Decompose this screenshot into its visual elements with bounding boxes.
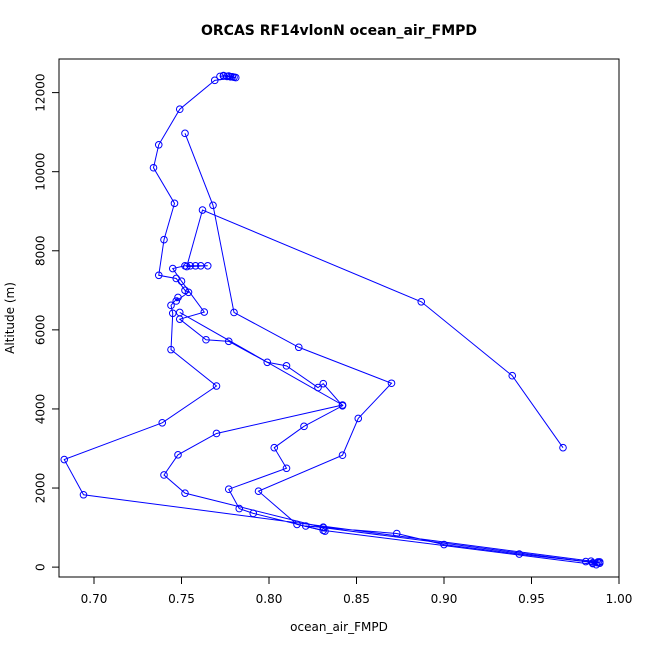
- data-point: [212, 429, 221, 438]
- data-point: [184, 288, 193, 297]
- data-point: [79, 490, 88, 499]
- data-point: [170, 199, 179, 208]
- data-point: [440, 540, 448, 549]
- data-point: [249, 509, 258, 518]
- data-point: [588, 558, 597, 567]
- y-tick-label: 6000: [34, 315, 48, 346]
- data-point: [154, 271, 163, 280]
- data-point: [300, 422, 308, 431]
- data-point: [182, 262, 191, 271]
- data-point: [203, 262, 212, 270]
- x-axis-label: ocean_air_FMPD: [290, 620, 388, 634]
- data-point: [60, 455, 69, 464]
- x-axis: 0.70 0.75 0.80 0.85 0.90 0.95 1.00: [81, 576, 633, 606]
- chart-title: ORCAS RF14vlonN ocean_air_FMPD: [201, 23, 477, 39]
- data-point: [172, 297, 181, 305]
- data-point: [175, 105, 184, 114]
- data-point: [154, 141, 163, 149]
- data-point: [270, 443, 279, 452]
- data-point: [235, 504, 244, 513]
- x-tick-label: 0.95: [518, 592, 545, 606]
- x-tick-label: 0.90: [431, 592, 458, 606]
- data-point: [319, 523, 328, 532]
- x-tick-label: 0.85: [343, 592, 370, 606]
- y-tick-label: 0: [34, 563, 48, 571]
- data-point: [387, 379, 396, 388]
- data-point: [198, 206, 207, 214]
- data-point: [181, 489, 189, 497]
- series-points: [60, 71, 604, 569]
- y-axis-label: Altitude (m): [3, 282, 17, 354]
- data-point: [224, 485, 233, 494]
- data-point: [231, 73, 240, 82]
- data-point: [559, 443, 567, 452]
- data-point: [282, 464, 291, 473]
- data-point: [254, 487, 263, 495]
- data-point: [175, 308, 184, 317]
- data-point: [226, 72, 235, 81]
- data-point: [392, 529, 401, 538]
- y-tick-label: 12000: [34, 74, 48, 112]
- data-point: [186, 262, 195, 270]
- data-point: [282, 362, 291, 370]
- data-point: [338, 401, 347, 409]
- data-point: [230, 308, 238, 317]
- data-point: [314, 383, 322, 392]
- data-point: [515, 550, 524, 558]
- data-point: [202, 335, 210, 344]
- data-point: [224, 337, 233, 346]
- data-point: [301, 522, 310, 530]
- data-point: [168, 264, 177, 273]
- data-point: [319, 379, 328, 388]
- data-point: [158, 418, 167, 427]
- x-tick-label: 1.00: [606, 592, 633, 606]
- data-point: [200, 308, 209, 316]
- data-point: [177, 277, 186, 286]
- y-tick-label: 8000: [34, 236, 48, 267]
- y-tick-label: 10000: [34, 153, 48, 191]
- data-point: [294, 343, 303, 352]
- data-point: [167, 345, 175, 354]
- series-line: [63, 75, 602, 564]
- x-tick-label: 0.80: [256, 592, 283, 606]
- data-point: [338, 451, 347, 460]
- data-point: [210, 76, 219, 85]
- data-point: [354, 414, 363, 423]
- x-tick-label: 0.70: [81, 592, 108, 606]
- data-point: [167, 301, 175, 310]
- data-point: [212, 382, 221, 390]
- data-point: [174, 451, 182, 459]
- data-point: [594, 558, 602, 566]
- data-point: [417, 297, 426, 306]
- data-point: [191, 262, 200, 270]
- data-point: [263, 358, 272, 367]
- y-tick-label: 4000: [34, 394, 48, 425]
- data-point: [581, 557, 590, 566]
- data-point: [149, 163, 158, 172]
- data-point: [209, 201, 217, 210]
- data-point: [174, 293, 182, 302]
- y-tick-label: 2000: [34, 473, 48, 504]
- data-point: [319, 526, 328, 535]
- data-point: [508, 371, 517, 380]
- y-axis: 0 2000 4000 6000 8000 10000 12000: [34, 74, 60, 571]
- data-point: [160, 235, 168, 244]
- data-point: [181, 129, 189, 138]
- x-tick-label: 0.75: [168, 592, 195, 606]
- data-point: [293, 520, 301, 529]
- data-point: [160, 471, 168, 479]
